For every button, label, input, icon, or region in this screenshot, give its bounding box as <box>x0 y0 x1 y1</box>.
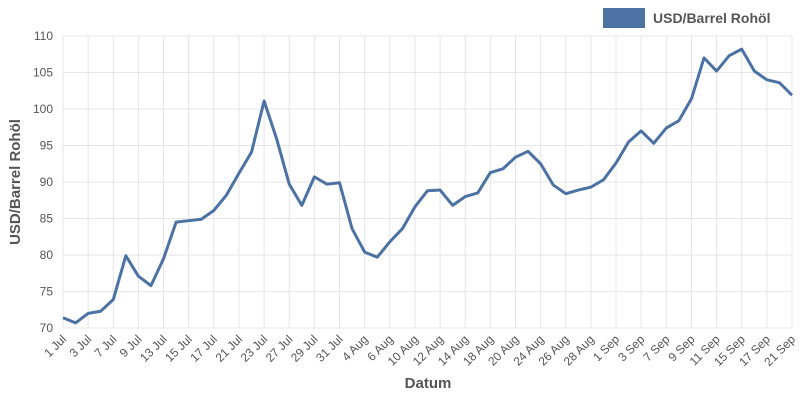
x-tick-label: 29 Jul <box>288 332 321 365</box>
x-tick-label: 3 Sep <box>615 332 647 364</box>
x-tick-label: 31 Jul <box>313 332 346 365</box>
x-tick-label: 4 Aug <box>339 332 371 364</box>
y-tick-label: 110 <box>34 29 53 43</box>
x-tick-label: 27 Jul <box>263 332 296 365</box>
x-tick-label: 21 Jul <box>213 332 246 365</box>
x-tick-label: 17 Jul <box>187 332 220 365</box>
x-tick-label: 15 Jul <box>162 332 195 365</box>
y-axis-title: USD/Barrel Rohöl <box>7 119 24 245</box>
x-tick-label: 1 Jul <box>41 332 69 360</box>
y-tick-label: 105 <box>33 66 53 80</box>
y-tick-label: 80 <box>40 248 54 262</box>
data-line <box>62 47 794 325</box>
x-tick-label: 3 Jul <box>66 332 94 360</box>
x-tick-label: 23 Jul <box>238 332 271 365</box>
y-tick-label: 85 <box>40 212 54 226</box>
x-tick-label: 7 Jul <box>92 332 120 360</box>
y-tick-label: 95 <box>40 139 54 153</box>
y-tick-label: 90 <box>40 175 54 189</box>
y-tick-label: 70 <box>40 321 54 335</box>
x-tick-label: 1 Sep <box>590 332 622 364</box>
y-tick-label: 100 <box>33 102 53 116</box>
x-axis-title: Datum <box>405 375 452 392</box>
legend-label: USD/Barrel Rohöl <box>653 10 770 26</box>
y-tick-label: 75 <box>40 285 54 299</box>
x-tick-label: 7 Sep <box>640 332 672 364</box>
x-tick-label: 13 Jul <box>137 332 170 365</box>
legend-swatch <box>603 8 645 28</box>
